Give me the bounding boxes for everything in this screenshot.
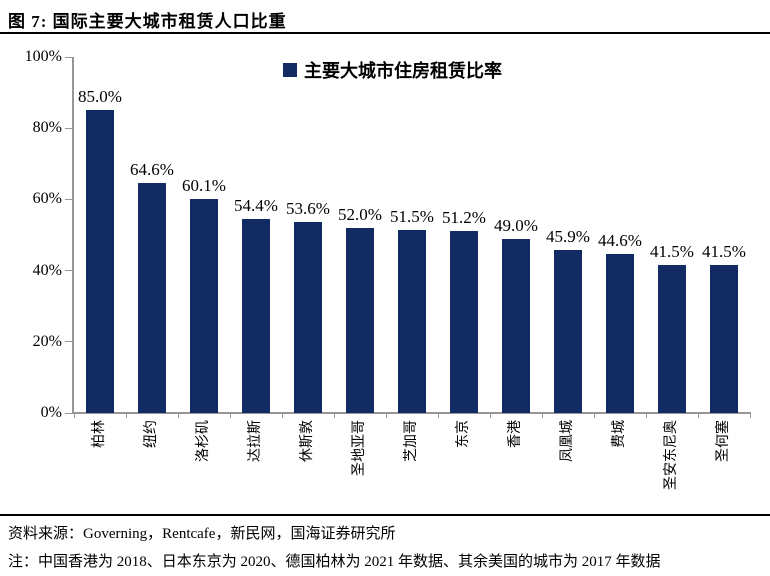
bar-value-label: 51.2% bbox=[442, 207, 486, 227]
bar bbox=[606, 254, 634, 413]
bar-value-label: 51.5% bbox=[390, 206, 434, 226]
y-axis-tick bbox=[65, 412, 72, 414]
footer-divider bbox=[0, 514, 770, 516]
y-axis-tick bbox=[65, 270, 72, 272]
y-axis-tick bbox=[65, 341, 72, 343]
bar-value-label: 85.0% bbox=[78, 87, 122, 107]
y-axis-tick-label: 40% bbox=[32, 261, 62, 279]
y-axis-tick-label: 60% bbox=[32, 190, 62, 208]
bar bbox=[398, 229, 426, 413]
x-axis-tick bbox=[490, 413, 491, 418]
x-axis-line bbox=[72, 412, 751, 414]
bar-value-label: 49.0% bbox=[494, 215, 538, 235]
x-axis-tick bbox=[178, 413, 179, 418]
bar bbox=[710, 265, 738, 413]
x-axis-tick bbox=[334, 413, 335, 418]
x-axis-tick bbox=[230, 413, 231, 418]
bar bbox=[450, 230, 478, 413]
y-axis-tick-label: 100% bbox=[24, 48, 62, 65]
x-axis-tick bbox=[594, 413, 595, 418]
bar bbox=[242, 219, 270, 413]
x-axis-tick bbox=[74, 413, 75, 418]
figure-title: 图 7: 国际主要大城市租赁人口比重 bbox=[8, 12, 287, 31]
bar-value-label: 41.5% bbox=[702, 242, 746, 262]
x-axis-tick bbox=[126, 413, 127, 418]
bar-value-label: 52.0% bbox=[338, 204, 382, 224]
bar bbox=[86, 110, 114, 413]
bar bbox=[294, 222, 322, 413]
bar bbox=[138, 183, 166, 413]
bar-value-label: 53.6% bbox=[286, 199, 330, 219]
bar bbox=[346, 227, 374, 413]
legend-label: 主要大城市住房租赁比率 bbox=[304, 61, 502, 81]
note-text: 注：中国香港为 2018、日本东京为 2020、德国柏林为 2021 年数据、其… bbox=[8, 554, 661, 570]
x-axis-tick bbox=[646, 413, 647, 418]
y-axis-tick bbox=[65, 127, 72, 129]
bar-value-label: 45.9% bbox=[546, 226, 590, 246]
y-axis-tick bbox=[65, 56, 72, 58]
y-axis-tick-label: 0% bbox=[40, 404, 62, 421]
y-axis-tick-label: 20% bbox=[32, 332, 62, 350]
x-axis-tick bbox=[698, 413, 699, 418]
x-axis-tick bbox=[750, 413, 751, 418]
x-axis-tick bbox=[282, 413, 283, 418]
x-axis-tick bbox=[438, 413, 439, 418]
x-axis-tick bbox=[386, 413, 387, 418]
source-text: 资料来源：Governing，Rentcafe，新民网，国海证券研究所 bbox=[8, 526, 396, 542]
bar bbox=[190, 199, 218, 413]
bar-value-label: 60.1% bbox=[182, 176, 226, 196]
y-axis-line bbox=[72, 57, 74, 414]
y-axis-tick-label: 80% bbox=[32, 119, 62, 137]
x-axis-tick bbox=[542, 413, 543, 418]
bar bbox=[658, 265, 686, 413]
bar-value-label: 44.6% bbox=[598, 231, 642, 251]
legend-marker-square bbox=[283, 63, 297, 77]
title-divider bbox=[0, 32, 770, 34]
chart-legend: 主要大城市住房租赁比率 bbox=[283, 57, 502, 83]
bar bbox=[554, 249, 582, 413]
bar-value-label: 41.5% bbox=[650, 242, 694, 262]
bar bbox=[502, 238, 530, 413]
y-axis-tick bbox=[65, 198, 72, 200]
bar-value-label: 54.4% bbox=[234, 196, 278, 216]
bar-value-label: 64.6% bbox=[130, 160, 174, 180]
